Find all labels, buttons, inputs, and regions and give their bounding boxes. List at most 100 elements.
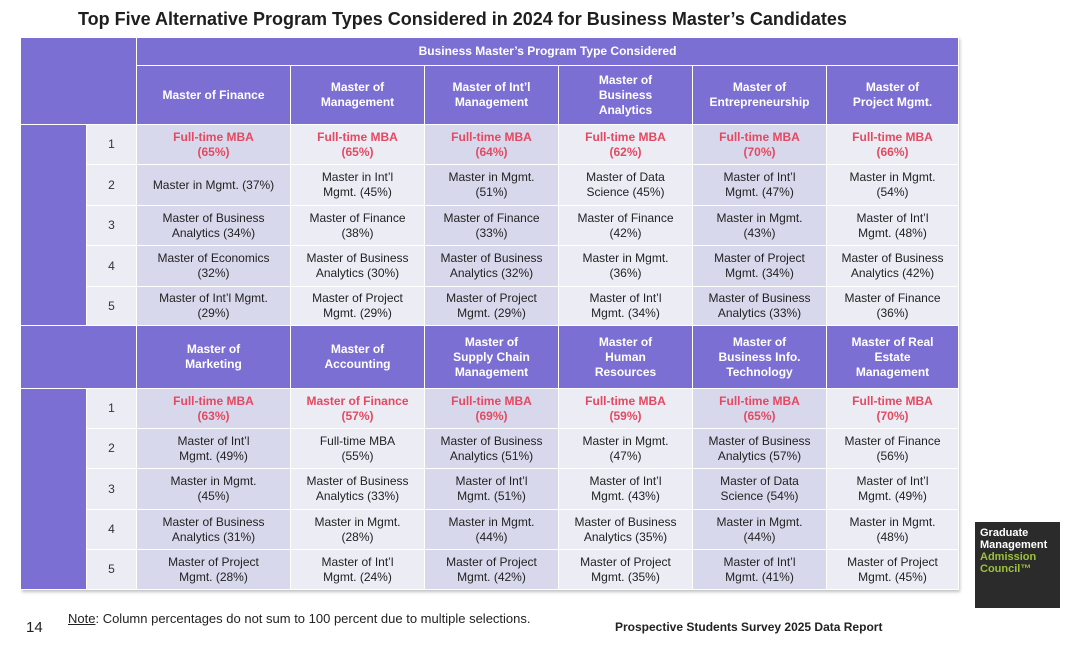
top-choice-cell: Master of Finance (57%)	[290, 388, 425, 429]
choice-cell: Master of Project Mgmt. (29%)	[290, 286, 425, 326]
text-line: Master of Project	[714, 251, 805, 265]
corner-cell-top	[20, 37, 137, 125]
text-line: Mgmt. (24%)	[323, 569, 392, 584]
choice-cell: Master of Int’l Mgmt. (47%)	[692, 164, 827, 206]
choice-cell: Master of Data Science (54%)	[692, 468, 827, 510]
top-choice-cell: Full-time MBA (65%)	[692, 388, 827, 429]
note-text: : Column percentages do not sum to 100 p…	[95, 611, 531, 626]
table-row: 2 Master of Int’l Mgmt. (49%) Full-time MBA…	[21, 428, 960, 469]
text-line: Master of	[464, 334, 519, 349]
text-line: Analytics (33%)	[717, 306, 802, 320]
choice-cell: Master in Mgmt. (43%)	[692, 205, 827, 246]
text-line: (38%)	[341, 225, 374, 240]
table-row: 5 Master of Int’l Mgmt. (29%) Master of Pro…	[21, 286, 960, 326]
text-line: (54%)	[876, 185, 909, 199]
text-line: (48%)	[876, 529, 909, 544]
text-line: Master in Mgmt.	[849, 514, 936, 529]
program-header-3: Master of Int’l Management	[424, 65, 559, 125]
report-name: Prospective Students Survey 2025 Data Re…	[615, 620, 883, 634]
choice-cell: Master of Int’l Mgmt. (41%)	[692, 549, 827, 590]
logo-line-4: Council™	[980, 563, 1032, 575]
text-line: Management	[320, 95, 395, 109]
text-line: Mgmt. (45%)	[323, 185, 392, 199]
text-line: Full-time MBA	[173, 393, 254, 408]
text-line: Mgmt. (47%)	[725, 185, 794, 199]
choice-cell: Master of Project Mgmt. (42%)	[424, 549, 559, 590]
program-header-5: Master of Entrepreneurship	[692, 65, 827, 125]
text-line: Master of Business	[306, 474, 409, 488]
choice-cell: Master in Mgmt. (45%)	[136, 468, 291, 510]
top-choice-cell: Full-time MBA (59%)	[558, 388, 693, 429]
choice-cell: Master of Project Mgmt. (35%)	[558, 549, 693, 590]
text-line: Mgmt. (34%)	[725, 266, 794, 280]
choice-cell: Master of Int’l Mgmt. (29%)	[136, 286, 291, 326]
rank-cell: 4	[86, 245, 137, 287]
text-line: Mgmt. (42%)	[457, 569, 526, 584]
text-line: Master of Int’l	[452, 80, 531, 94]
program-header-4: Master of Business Analytics	[558, 65, 693, 125]
text-line: (62%)	[609, 144, 642, 159]
text-line: Master of Finance	[844, 291, 941, 305]
page-title: Top Five Alternative Program Types Consi…	[78, 9, 847, 29]
text-line: Master of	[598, 334, 653, 349]
text-line: Mgmt. (29%)	[457, 306, 526, 320]
text-line: Master of Int’l	[856, 210, 929, 225]
top-choice-cell: Full-time MBA (62%)	[558, 124, 693, 165]
rank-cell: 4	[86, 509, 137, 550]
corner-cell-bottom	[20, 325, 137, 389]
text-line: Master of	[186, 342, 241, 356]
text-line: Master of Project	[312, 291, 403, 305]
text-line: Master of Business	[440, 433, 543, 448]
text-line: Master of Business	[162, 210, 265, 225]
choice-cell: Master in Mgmt. (28%)	[290, 509, 425, 550]
text-line: Full-time MBA	[852, 129, 933, 144]
choice-cell: Master of Business Analytics (33%)	[692, 286, 827, 326]
text-line: Analytics (35%)	[583, 529, 668, 544]
choice-cell: Master of Project Mgmt. (29%)	[424, 286, 559, 326]
text-line: (36%)	[876, 306, 909, 320]
text-line: Full-time MBA	[173, 129, 254, 144]
page-number: 14	[26, 619, 43, 636]
text-line: Master of Business	[708, 433, 811, 448]
text-line: Master of	[598, 72, 653, 87]
note-label: Note	[68, 611, 96, 626]
text-line: Master in Mgmt.	[716, 210, 803, 225]
text-line: Master in Mgmt.	[314, 514, 401, 529]
text-line: (36%)	[609, 266, 642, 280]
rank-cell: 5	[86, 549, 137, 590]
text-line: Master of Business	[841, 251, 944, 265]
program-header-1: Master of Marketing	[136, 325, 291, 389]
text-line: Full-time MBA	[317, 129, 398, 144]
section-1-program-header-row: Master of Finance Master of Management Mast…	[21, 65, 960, 125]
text-line: Master of Business	[708, 291, 811, 305]
text-line: Master in Mgmt.	[448, 170, 535, 184]
text-line: (64%)	[475, 144, 508, 159]
text-line: Master of Int’l	[589, 474, 662, 488]
text-line: (33%)	[475, 225, 508, 240]
text-line: Master of Data	[586, 170, 665, 184]
text-line: (69%)	[475, 408, 508, 423]
top-choice-cell: Full-time MBA (70%)	[825, 388, 960, 429]
text-line: Master in Mgmt.	[849, 170, 936, 184]
text-line: Analytics (42%)	[850, 266, 935, 280]
text-line: Master in Mgmt.	[170, 474, 257, 488]
choice-cell: Master of Finance (33%)	[424, 205, 559, 246]
text-line: Business	[598, 87, 653, 102]
choice-cell: Master of Project Mgmt. (34%)	[692, 245, 827, 287]
program-header-3: Master of Supply Chain Management	[424, 325, 559, 389]
program-header-6: Master of Project Mgmt.	[825, 65, 960, 125]
text-line: (44%)	[743, 529, 776, 544]
text-line: Master of Finance	[309, 210, 406, 225]
text-line: Mgmt. (48%)	[858, 225, 927, 240]
text-line: Master of	[732, 80, 787, 94]
top-choice-cell: Full-time MBA (69%)	[424, 388, 559, 429]
choice-cell: Master in Mgmt. (51%)	[424, 164, 559, 206]
text-line: (51%)	[475, 185, 508, 199]
text-line: (47%)	[609, 448, 642, 463]
section-2: Master of Marketing Master of Accounting Mas…	[20, 325, 960, 590]
text-line: Master of Business	[162, 514, 265, 529]
text-line: (44%)	[475, 529, 508, 544]
choice-cell: Master of Business Analytics (31%)	[136, 509, 291, 550]
table-row: 3 Master in Mgmt. (45%) Master of Business A…	[21, 468, 960, 510]
logo-line-1: Graduate	[980, 527, 1029, 539]
